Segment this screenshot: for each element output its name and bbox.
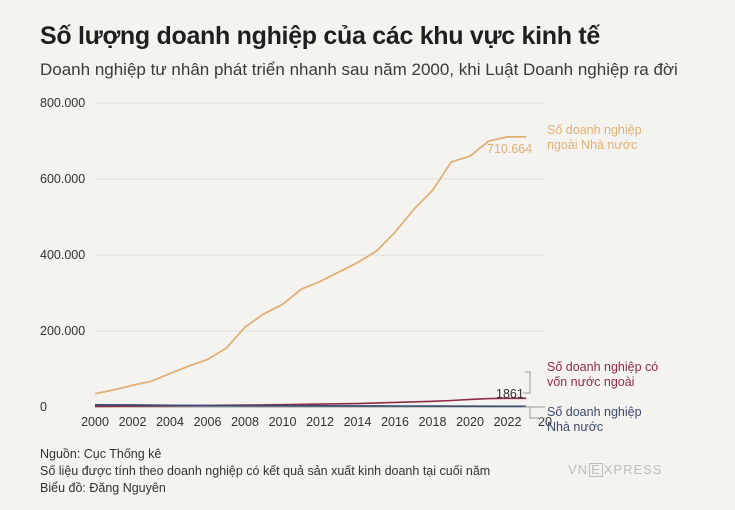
series-name-label: vốn nước ngoài [547, 375, 634, 389]
x-tick-label: 2008 [231, 415, 259, 429]
leader-line-state [523, 406, 545, 419]
chart-notes: Nguồn: Cục Thống kê Số liệu được tính th… [40, 446, 490, 497]
y-tick-label: 0 [40, 400, 47, 414]
vnexpress-logo: VN E XPRESS [568, 462, 662, 477]
author-note: Biểu đồ: Đăng Nguyên [40, 481, 166, 495]
x-tick-label: 2006 [194, 415, 222, 429]
source-note: Nguồn: Cục Thống kê [40, 447, 162, 461]
series-name-label: Số doanh nghiệp có [547, 360, 658, 374]
series-name-label: Nhà nước [547, 420, 603, 434]
y-tick-label: 400.000 [40, 248, 85, 262]
grid-lines [95, 102, 545, 408]
value-label-private: 710.664 [487, 142, 532, 156]
x-tick-label: 2016 [381, 415, 409, 429]
chart-subtitle: Doanh nghiệp tư nhân phát triển nhanh sa… [40, 60, 678, 79]
x-tick-label: 2002 [119, 415, 147, 429]
series-name-label: ngoài Nhà nước [547, 138, 637, 152]
y-axis: 0 200.000 400.000 600.000 800.000 [40, 96, 85, 414]
method-note: Số liệu được tính theo doanh nghiệp có k… [40, 464, 491, 478]
x-tick-label: 2000 [81, 415, 109, 429]
leader-line-foreign [523, 371, 531, 394]
x-tick-label: 2010 [269, 415, 297, 429]
logo-mark: E [589, 462, 603, 477]
x-tick-label: 2012 [306, 415, 334, 429]
x-tick-label: 2004 [156, 415, 184, 429]
y-tick-label: 200.000 [40, 324, 85, 338]
x-tick-label: 2020 [456, 415, 484, 429]
series-name-label: Số doanh nghiệp [547, 405, 642, 419]
x-tick-label: 2022 [494, 415, 522, 429]
series-line-0 [94, 136, 527, 395]
logo-left: VN [568, 462, 589, 477]
value-label-state: 1861 [496, 387, 524, 401]
x-axis: 2000 2002 2004 2006 2008 2010 2012 2014 2016 2018… [81, 415, 552, 429]
x-tick-label: 2018 [419, 415, 447, 429]
x-tick-label: 2014 [344, 415, 372, 429]
y-tick-label: 600.000 [40, 172, 85, 186]
chart-title: Số lượng doanh nghiệp của các khu vực ki… [40, 22, 601, 50]
logo-right: XPRESS [603, 462, 663, 477]
series-name-label: Số doanh nghiệp [547, 123, 642, 137]
series-line-2 [94, 404, 527, 408]
series-lines [94, 136, 527, 408]
y-tick-label: 800.000 [40, 96, 85, 110]
